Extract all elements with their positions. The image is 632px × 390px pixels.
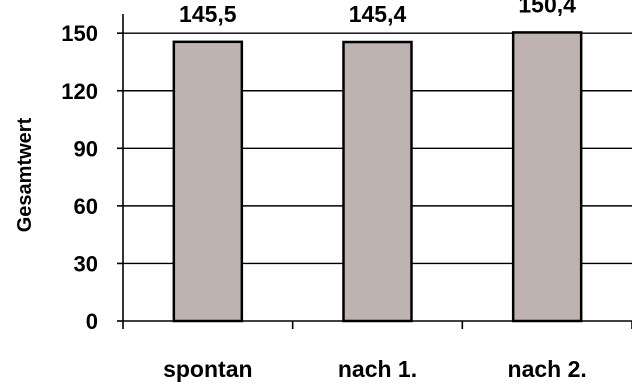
bars bbox=[172, 31, 583, 323]
y-tick-label: 90 bbox=[74, 136, 98, 161]
labels: 0 30 60 90 120 150 spontan nach 1. nach 2. 145,5 1… bbox=[61, 0, 587, 382]
y-tick-label: 0 bbox=[86, 309, 98, 334]
y-tick-label: 60 bbox=[74, 194, 98, 219]
bar bbox=[172, 40, 244, 323]
axes bbox=[117, 14, 632, 329]
y-axis-title: Gesamtwert bbox=[14, 117, 36, 232]
bar bbox=[342, 40, 413, 323]
data-label: 150,4 bbox=[518, 0, 576, 17]
y-tick-label: 120 bbox=[61, 79, 98, 104]
x-tick-label: spontan bbox=[163, 356, 252, 382]
x-tick-label: nach 1. bbox=[338, 356, 417, 382]
data-label: 145,4 bbox=[349, 1, 407, 27]
bar bbox=[511, 31, 583, 323]
data-label: 145,5 bbox=[179, 1, 237, 27]
x-tick-label: nach 2. bbox=[508, 356, 587, 382]
y-tick-label: 30 bbox=[74, 251, 98, 276]
y-tick-label: 150 bbox=[61, 21, 98, 46]
